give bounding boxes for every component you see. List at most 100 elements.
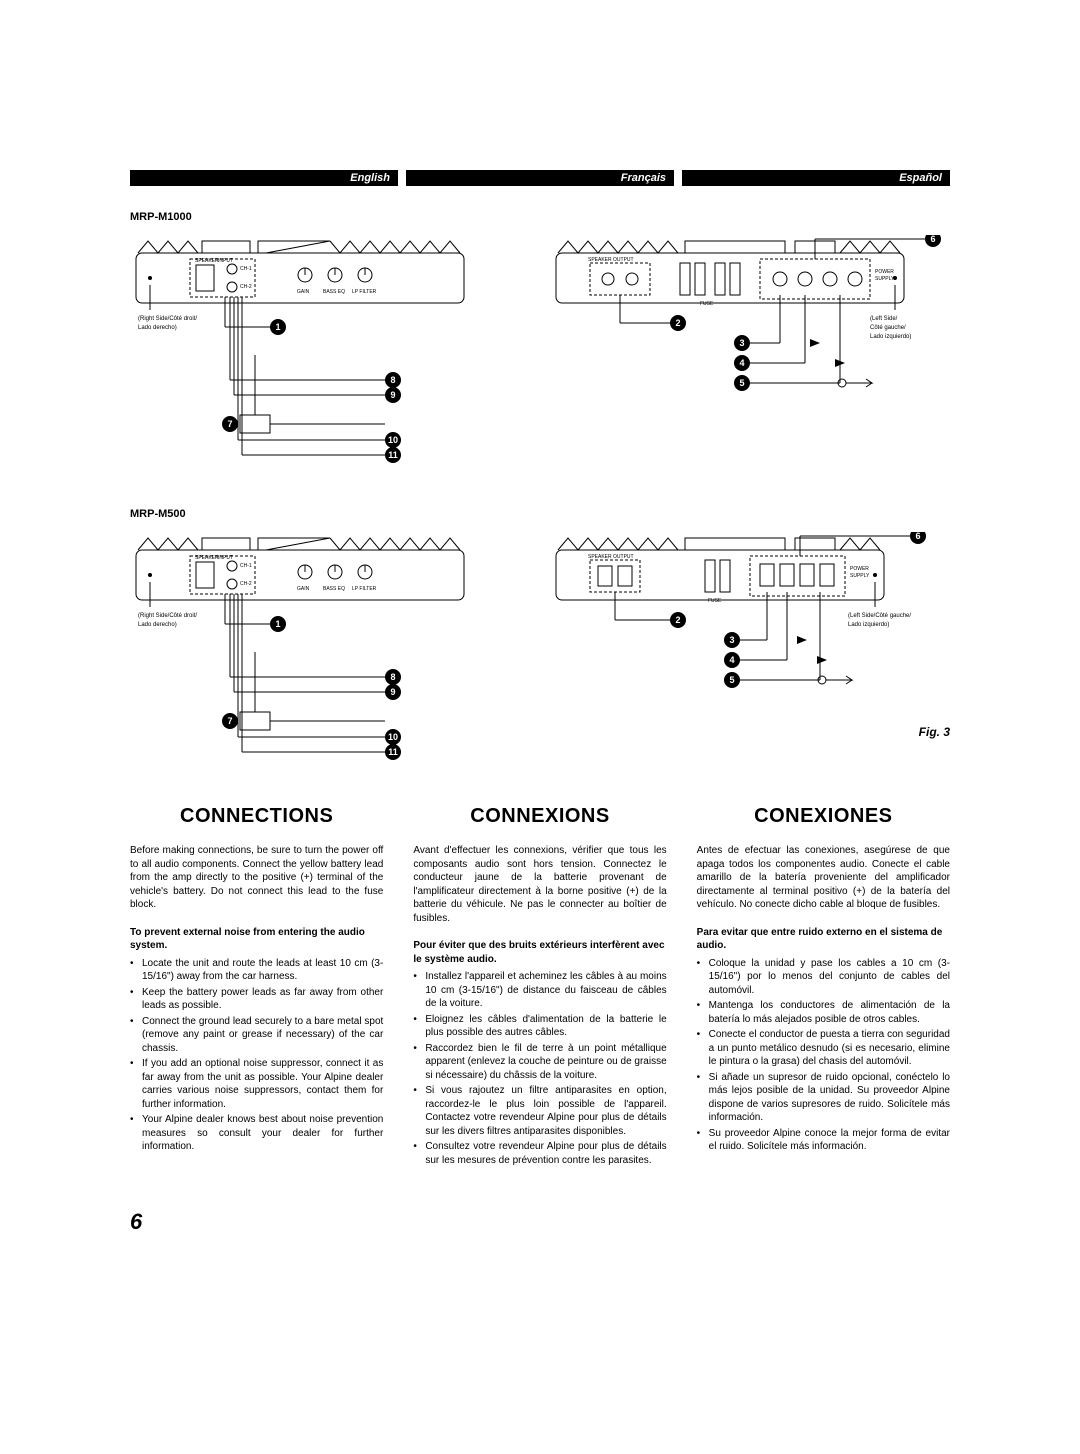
svg-text:5: 5 (739, 378, 744, 388)
svg-text:4: 4 (729, 655, 734, 665)
svg-text:CH-2: CH-2 (240, 581, 252, 587)
label-lpfilter: LP FILTER (352, 289, 377, 295)
label-basseq: BASS EQ (323, 289, 345, 295)
bullets-en: Locate the unit and route the leads at l… (130, 957, 383, 1154)
bullet-item: Eloignez les câbles d'alimentation de la… (413, 1013, 666, 1040)
svg-text:BASS EQ: BASS EQ (323, 586, 345, 592)
svg-text:INPUT: INPUT (218, 555, 233, 561)
col-en: CONNECTIONS Before making connections, b… (130, 805, 383, 1169)
bullet-item: Your Alpine dealer knows best about nois… (130, 1113, 383, 1154)
language-header: English Français Español (130, 170, 950, 186)
svg-text:CH-1: CH-1 (240, 563, 252, 569)
bullet-item: Si añade un supresor de ruido opcional, … (697, 1071, 950, 1125)
svg-text:Lado derecho): Lado derecho) (138, 325, 177, 331)
svg-text:6: 6 (915, 532, 920, 541)
svg-text:7: 7 (227, 419, 232, 429)
svg-text:7: 7 (227, 716, 232, 726)
bullet-item: Locate the unit and route the leads at l… (130, 957, 383, 984)
label-speaker-level: SPEAKER (195, 258, 219, 264)
svg-text:3: 3 (729, 635, 734, 645)
svg-text:SUPPLY: SUPPLY (875, 276, 895, 282)
right-panel-m500-svg: SPEAKER CH-1 CH-2 INPUT GAIN BASS EQ LP … (130, 532, 530, 762)
svg-text:SUPPLY: SUPPLY (850, 573, 870, 579)
label-speaker-output: SPEAKER OUTPUT (588, 257, 634, 263)
title-es: CONEXIONES (697, 805, 950, 828)
svg-text:9: 9 (390, 390, 395, 400)
svg-text:10: 10 (388, 732, 398, 742)
col-fr: CONNEXIONS Avant d'effectuer les connexi… (413, 805, 666, 1169)
bullet-item: Coloque la unidad y pase los cables a 10… (697, 957, 950, 998)
svg-text:1: 1 (275, 619, 280, 629)
label-gain: GAIN (297, 289, 310, 295)
subhead-fr: Pour éviter que des bruits extérieurs in… (413, 939, 666, 966)
title-en: CONNECTIONS (130, 805, 383, 828)
col-es: CONEXIONES Antes de efectuar las conexio… (697, 805, 950, 1169)
svg-text:FUSE: FUSE (708, 598, 722, 604)
right-panel-svg: SPEAKER CH-1 CH-2 INPUT GAIN BASS EQ LP … (130, 235, 530, 465)
svg-text:1: 1 (275, 322, 280, 332)
diagram-m1000: MRP-M1000 SPEAKER CH-1 CH-2 (130, 211, 950, 468)
svg-text:11: 11 (388, 747, 398, 757)
bullet-item: Consultez votre revendeur Alpine pour pl… (413, 1140, 666, 1167)
figure-label: Fig. 3 (550, 725, 950, 739)
bullet-item: Installez l'appareil et acheminez les câ… (413, 970, 666, 1011)
svg-text:Lado izquierdo): Lado izquierdo) (870, 334, 911, 340)
intro-en: Before making connections, be sure to tu… (130, 844, 383, 912)
bullet-item: Keep the battery power leads as far away… (130, 986, 383, 1013)
model-label-m1000: MRP-M1000 (130, 211, 950, 223)
page-number: 6 (130, 1209, 950, 1235)
svg-text:Côté gauche/: Côté gauche/ (870, 325, 906, 331)
title-fr: CONNEXIONS (413, 805, 666, 828)
svg-text:3: 3 (739, 338, 744, 348)
svg-text:Lado izquierdo): Lado izquierdo) (848, 622, 889, 628)
svg-text:CH-1: CH-1 (240, 266, 252, 272)
lang-es: Español (682, 170, 950, 186)
side-label-right: (Right Side/Côté droit/ (138, 316, 197, 322)
svg-text:CH-2: CH-2 (240, 284, 252, 290)
svg-text:2: 2 (675, 615, 680, 625)
side-label-left: (Left Side/ (870, 316, 898, 322)
bullets-fr: Installez l'appareil et acheminez les câ… (413, 970, 666, 1167)
svg-text:11: 11 (388, 450, 398, 460)
intro-fr: Avant d'effectuer les connexions, vérifi… (413, 844, 666, 925)
svg-text:6: 6 (930, 235, 935, 244)
svg-text:2: 2 (675, 318, 680, 328)
left-panel-m500-svg: SPEAKER OUTPUT FUSE POWER SUPPLY 6 2 (550, 532, 950, 712)
subhead-en: To prevent external noise from entering … (130, 926, 383, 953)
svg-text:SPEAKER OUTPUT: SPEAKER OUTPUT (588, 554, 634, 560)
bullet-item: Su proveedor Alpine conoce la mejor form… (697, 1127, 950, 1154)
svg-text:(Left Side/Côté gauche/: (Left Side/Côté gauche/ (848, 613, 911, 619)
label-power-supply: POWER (875, 269, 894, 275)
svg-text:Lado derecho): Lado derecho) (138, 622, 177, 628)
svg-text:POWER: POWER (850, 566, 869, 572)
left-panel-svg: SPEAKER OUTPUT FUSE POWER SUPPLY 6 (550, 235, 950, 415)
subhead-es: Para evitar que entre ruido externo en e… (697, 926, 950, 953)
svg-text:LP FILTER: LP FILTER (352, 586, 377, 592)
model-label-m500: MRP-M500 (130, 508, 950, 520)
right-panel-m1000: SPEAKER CH-1 CH-2 INPUT GAIN BASS EQ LP … (130, 235, 530, 468)
svg-text:9: 9 (390, 687, 395, 697)
bullet-item: Conecte el conductor de puesta a tierra … (697, 1028, 950, 1069)
svg-text:10: 10 (388, 435, 398, 445)
svg-text:INPUT: INPUT (218, 258, 233, 264)
intro-es: Antes de efectuar las conexiones, asegúr… (697, 844, 950, 912)
svg-text:SPEAKER: SPEAKER (195, 555, 219, 561)
svg-text:(Right Side/Côté droit/: (Right Side/Côté droit/ (138, 613, 197, 619)
bullet-item: Mantenga los conductores de alimentación… (697, 999, 950, 1026)
svg-text:4: 4 (739, 358, 744, 368)
svg-text:FUSE: FUSE (700, 301, 714, 307)
lang-fr: Français (406, 170, 674, 186)
svg-text:GAIN: GAIN (297, 586, 310, 592)
bullet-item: Si vous rajoutez un filtre antiparasites… (413, 1084, 666, 1138)
lang-en: English (130, 170, 398, 186)
bullets-es: Coloque la unidad y pase los cables a 10… (697, 957, 950, 1154)
svg-text:8: 8 (390, 375, 395, 385)
bullet-item: Raccordez bien le fil de terre à un poin… (413, 1042, 666, 1083)
left-panel-m1000: SPEAKER OUTPUT FUSE POWER SUPPLY 6 (550, 235, 950, 418)
content-columns: CONNECTIONS Before making connections, b… (130, 805, 950, 1169)
bullet-item: If you add an optional noise suppressor,… (130, 1057, 383, 1111)
svg-text:8: 8 (390, 672, 395, 682)
bullet-item: Connect the ground lead securely to a ba… (130, 1015, 383, 1056)
diagram-m500: MRP-M500 SPEAKER CH-1 CH-2 INPUT (130, 508, 950, 765)
svg-text:5: 5 (729, 675, 734, 685)
